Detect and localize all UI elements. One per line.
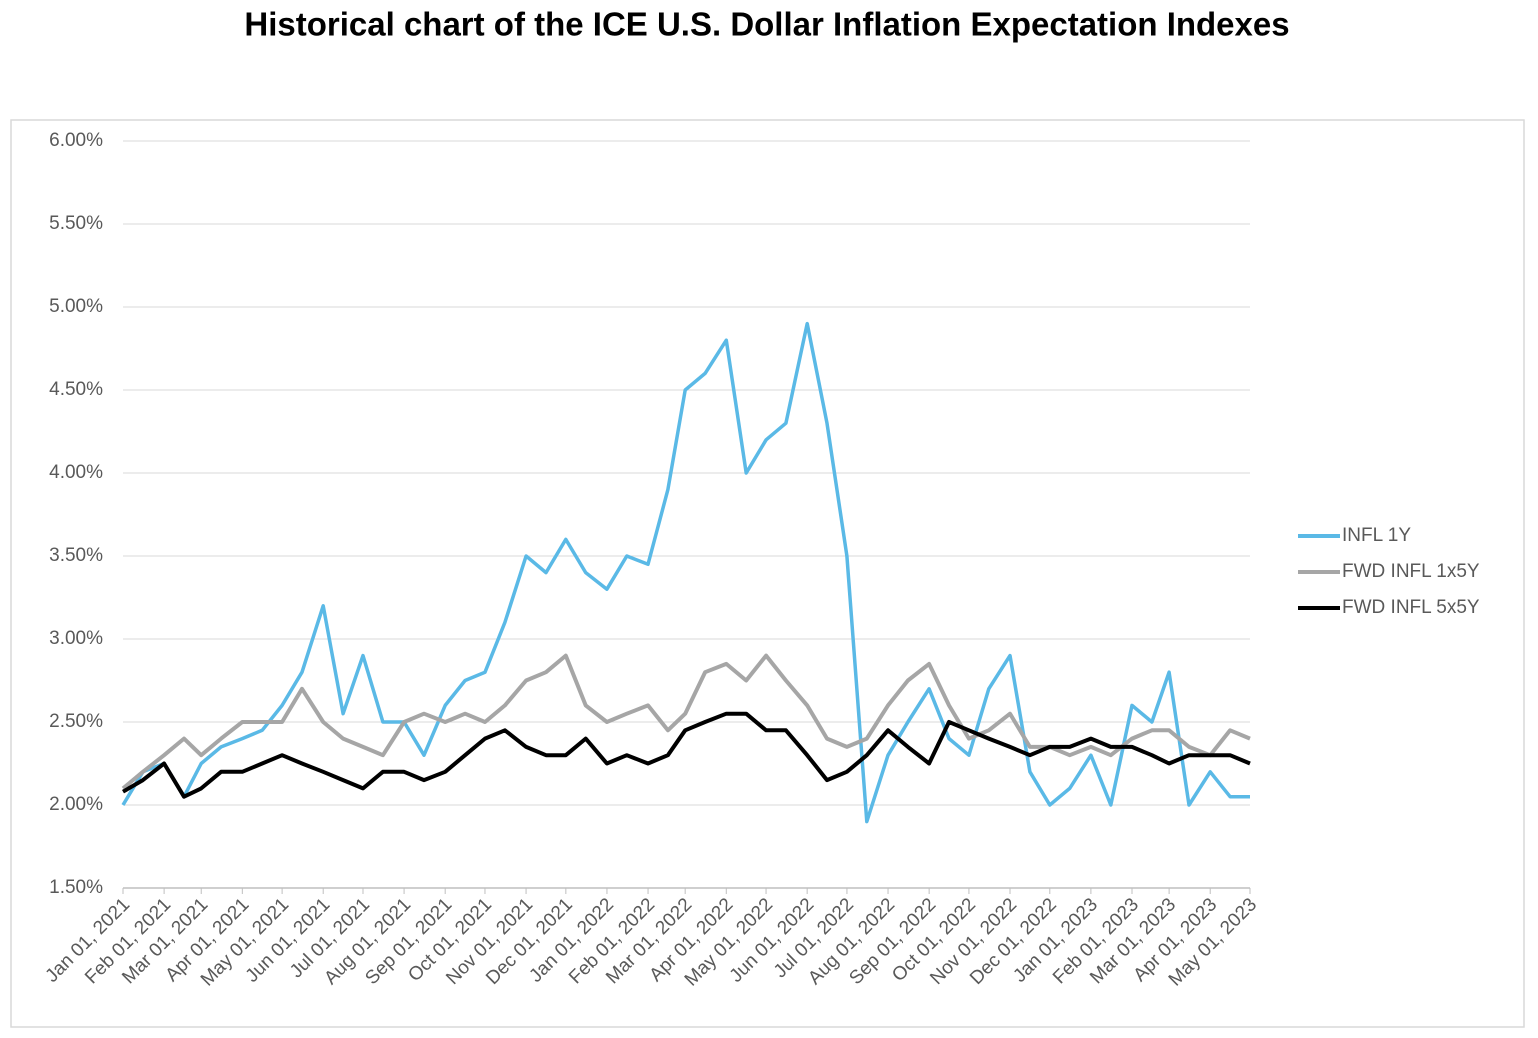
y-tick-label: 4.50% <box>49 379 103 400</box>
y-tick-label: 6.00% <box>49 130 103 151</box>
series-line <box>121 653 1251 790</box>
y-tick-label: 4.00% <box>49 462 103 483</box>
chart-title: Historical chart of the ICE U.S. Dollar … <box>244 6 1289 43</box>
y-tick-label: 3.50% <box>49 545 103 566</box>
chart-frame <box>10 119 1525 1028</box>
y-tick-label: 1.50% <box>49 877 103 898</box>
series-line <box>121 321 1250 824</box>
y-tick-label: 3.00% <box>49 628 103 649</box>
y-tick-label: 5.50% <box>49 213 103 234</box>
legend-label: FWD INFL 5x5Y <box>1342 597 1480 618</box>
legend-label: FWD INFL 1x5Y <box>1342 561 1480 582</box>
series-line <box>121 711 1251 799</box>
y-tick-label: 2.50% <box>49 711 103 732</box>
legend-label: INFL 1Y <box>1342 525 1411 546</box>
y-tick-label: 2.00% <box>49 794 103 815</box>
y-tick-label: 5.00% <box>49 296 103 317</box>
